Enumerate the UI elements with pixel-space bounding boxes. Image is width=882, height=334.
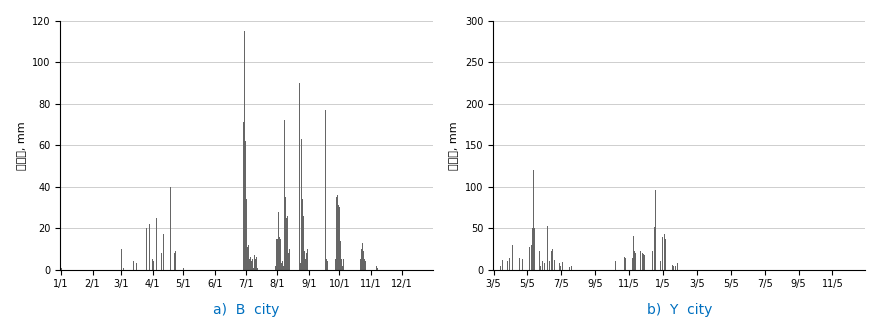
Bar xyxy=(247,247,248,270)
Bar xyxy=(279,236,280,270)
Bar xyxy=(283,266,284,270)
Bar xyxy=(256,257,258,270)
Bar xyxy=(136,264,137,270)
Bar xyxy=(246,199,247,270)
Bar xyxy=(326,262,327,270)
Bar xyxy=(149,224,150,270)
Bar xyxy=(174,253,175,270)
Bar xyxy=(338,205,339,270)
Bar xyxy=(255,259,256,270)
Bar xyxy=(251,262,252,270)
Bar xyxy=(337,195,338,270)
Bar xyxy=(284,120,285,270)
Bar xyxy=(299,83,300,270)
Bar xyxy=(364,259,365,270)
Bar xyxy=(252,259,253,270)
Bar xyxy=(325,259,326,270)
Bar xyxy=(243,122,244,270)
Bar xyxy=(249,259,250,270)
Bar xyxy=(365,262,366,270)
Bar xyxy=(133,262,134,270)
Bar xyxy=(335,259,336,270)
Bar xyxy=(274,266,275,270)
X-axis label: b)  Y  city: b) Y city xyxy=(647,303,712,317)
Bar xyxy=(275,238,277,270)
Bar xyxy=(254,255,255,270)
Bar xyxy=(301,139,303,270)
Bar xyxy=(169,187,170,270)
Bar xyxy=(281,262,283,270)
Bar xyxy=(248,245,249,270)
Bar xyxy=(244,31,245,270)
Bar xyxy=(360,259,362,270)
Bar xyxy=(340,259,342,270)
Bar xyxy=(285,197,286,270)
X-axis label: a)  B  city: a) B city xyxy=(213,303,280,317)
Bar xyxy=(245,141,246,270)
Bar xyxy=(161,253,162,270)
Bar xyxy=(250,257,251,270)
Y-axis label: 강수량, mm: 강수량, mm xyxy=(17,121,26,170)
Bar xyxy=(307,249,308,270)
Bar xyxy=(288,249,290,270)
Bar xyxy=(306,253,307,270)
Bar xyxy=(303,216,304,270)
Bar xyxy=(253,268,254,270)
Bar xyxy=(287,216,288,270)
Bar xyxy=(156,218,157,270)
Bar xyxy=(339,207,340,270)
Bar xyxy=(362,249,363,270)
Bar xyxy=(343,259,344,270)
Bar xyxy=(277,238,278,270)
Bar xyxy=(175,251,176,270)
Bar xyxy=(363,251,364,270)
Bar xyxy=(376,266,377,270)
Bar xyxy=(278,212,279,270)
Bar xyxy=(342,266,343,270)
Bar xyxy=(146,228,147,270)
Bar xyxy=(304,251,305,270)
Bar xyxy=(336,197,337,270)
Bar xyxy=(62,268,63,270)
Bar xyxy=(280,264,281,270)
Bar xyxy=(305,259,306,270)
Bar xyxy=(153,262,154,270)
Bar xyxy=(163,234,164,270)
Bar xyxy=(286,218,287,270)
Y-axis label: 강우량, mm: 강우량, mm xyxy=(449,121,460,170)
Bar xyxy=(300,264,301,270)
Bar xyxy=(121,249,122,270)
